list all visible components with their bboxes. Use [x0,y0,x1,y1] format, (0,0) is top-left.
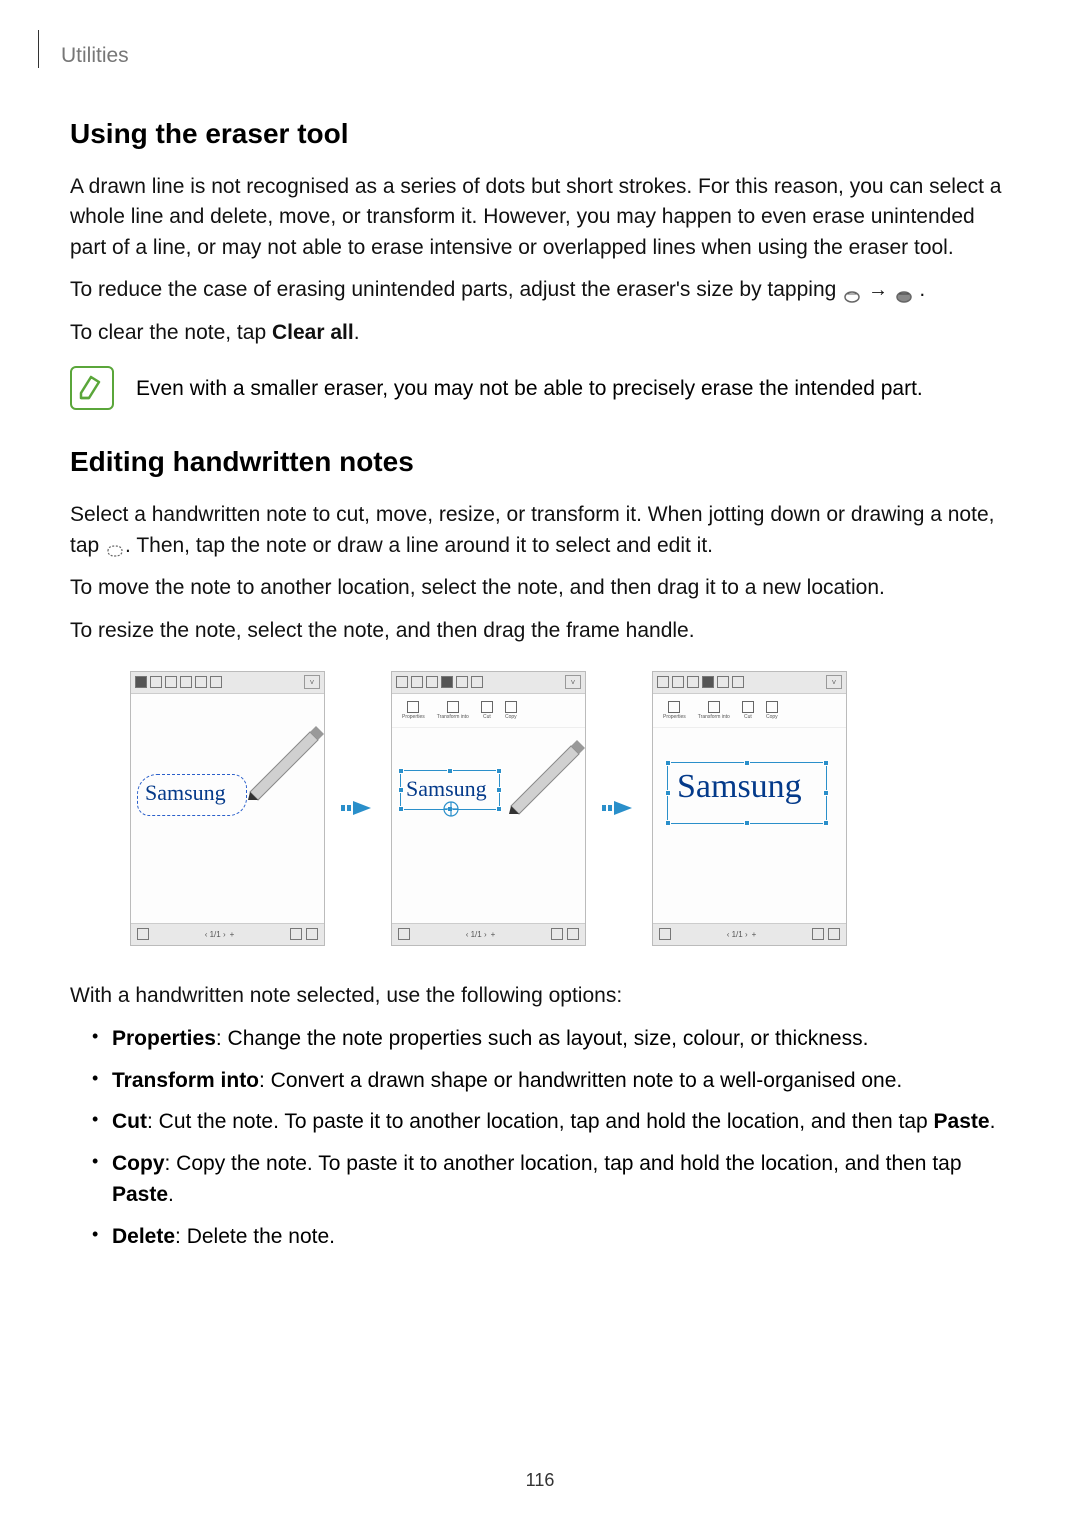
clear-all-label: Clear all [272,321,354,344]
tool-icon [456,676,468,688]
ctx-copy: Copy [505,701,517,720]
tool-icon [135,676,147,688]
gear-icon [567,928,579,940]
handwriting-sample: Samsung [406,776,487,802]
ctx-transform: Transform into [698,701,730,720]
section2-title: Editing handwritten notes [70,446,1010,478]
text-fragment: To reduce the case of erasing unintended… [70,278,842,301]
ctx-transform: Transform into [437,701,469,720]
note-icon [70,366,114,410]
context-toolbar: Properties Transform into Cut Copy [653,694,846,728]
option-copy: Copy: Copy the note. To paste it to anot… [92,1148,1010,1211]
ctx-copy: Copy [766,701,778,720]
lasso-icon [105,538,125,554]
section2-para3: To resize the note, select the note, and… [70,616,1010,646]
tool-icon [441,676,453,688]
text-fragment: . [354,321,360,344]
gear-icon [828,928,840,940]
note-callout: Even with a smaller eraser, you may not … [70,366,1010,410]
context-toolbar: Properties Transform into Cut Copy [392,694,585,728]
screenshot-2: ˅ Properties Transform into Cut Copy Sam… [391,671,586,946]
step-arrow-icon [602,797,636,819]
header-category: Utilities [61,44,129,68]
screenshot-sequence: ˅ Samsung ‹ 1/1 › + [130,671,1010,946]
tool-icon [732,676,744,688]
text-fragment: . Then, tap the note or draw a line arou… [125,534,713,557]
option-delete: Delete: Delete the note. [92,1221,1010,1253]
tool-icon [150,676,162,688]
screenshot-3: ˅ Properties Transform into Cut Copy Sam… [652,671,847,946]
arrow-right-icon: → [868,279,894,301]
page-indicator: ‹ 1/1 › [205,930,226,939]
thumb-icon [398,928,410,940]
step-arrow-icon [341,797,375,819]
attach-icon [290,928,302,940]
eraser-large-icon [894,283,914,299]
screen-bottom-bar: ‹ 1/1 › + [131,923,324,945]
screen-bottom-bar: ‹ 1/1 › + [653,923,846,945]
ctx-properties: Properties [663,701,686,720]
page-header: Utilities [38,30,1010,68]
tool-icon [165,676,177,688]
page-indicator: ‹ 1/1 › [727,930,748,939]
tool-icon [396,676,408,688]
attach-icon [812,928,824,940]
tool-icon [180,676,192,688]
option-cut: Cut: Cut the note. To paste it to anothe… [92,1106,1010,1138]
tool-icon [426,676,438,688]
tool-icon [195,676,207,688]
ctx-cut: Cut [742,701,754,720]
section1-para3: To clear the note, tap Clear all. [70,318,1010,348]
section1-para2: To reduce the case of erasing unintended… [70,275,1010,305]
handwriting-sample-large: Samsung [677,768,802,806]
canvas: Samsung [392,728,585,923]
tool-icon [411,676,423,688]
page-number: 116 [0,1470,1080,1491]
text-fragment: To clear the note, tap [70,321,272,344]
gear-icon [306,928,318,940]
attach-icon [551,928,563,940]
thumb-icon [659,928,671,940]
tool-icon [702,676,714,688]
stylus-icon [501,726,591,816]
tool-icon [210,676,222,688]
dropdown-icon: ˅ [826,675,842,689]
page-indicator: ‹ 1/1 › [466,930,487,939]
stylus-icon [240,712,330,802]
dropdown-icon: ˅ [304,675,320,689]
text-fragment: . [919,278,925,301]
ctx-properties: Properties [402,701,425,720]
eraser-small-icon [842,283,862,299]
thumb-icon [137,928,149,940]
section1-para1: A drawn line is not recognised as a seri… [70,172,1010,263]
tool-icon [471,676,483,688]
options-intro: With a handwritten note selected, use th… [70,981,1010,1011]
dropdown-icon: ˅ [565,675,581,689]
screen-toolbar: ˅ [131,672,324,694]
handwriting-sample: Samsung [145,780,226,806]
section2-para1: Select a handwritten note to cut, move, … [70,500,1010,561]
screen-bottom-bar: ‹ 1/1 › + [392,923,585,945]
tool-icon [657,676,669,688]
move-cursor-icon [442,800,460,818]
tool-icon [672,676,684,688]
option-properties: Properties: Change the note properties s… [92,1023,1010,1055]
option-transform: Transform into: Convert a drawn shape or… [92,1065,1010,1097]
section1-title: Using the eraser tool [70,118,1010,150]
section2-para2: To move the note to another location, se… [70,573,1010,603]
screen-toolbar: ˅ [653,672,846,694]
options-list: Properties: Change the note properties s… [92,1023,1010,1252]
screenshot-1: ˅ Samsung ‹ 1/1 › + [130,671,325,946]
screen-toolbar: ˅ [392,672,585,694]
tool-icon [717,676,729,688]
canvas: Samsung [131,694,324,923]
note-text: Even with a smaller eraser, you may not … [136,366,923,404]
ctx-cut: Cut [481,701,493,720]
canvas: Samsung [653,728,846,923]
tool-icon [687,676,699,688]
